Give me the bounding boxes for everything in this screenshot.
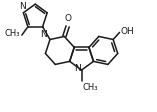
Text: OH: OH	[121, 27, 134, 36]
Text: N: N	[74, 64, 81, 73]
Text: CH₃: CH₃	[83, 83, 98, 92]
Text: N: N	[19, 2, 26, 11]
Text: CH₃: CH₃	[4, 29, 20, 39]
Text: O: O	[64, 14, 71, 23]
Text: N: N	[40, 30, 47, 39]
